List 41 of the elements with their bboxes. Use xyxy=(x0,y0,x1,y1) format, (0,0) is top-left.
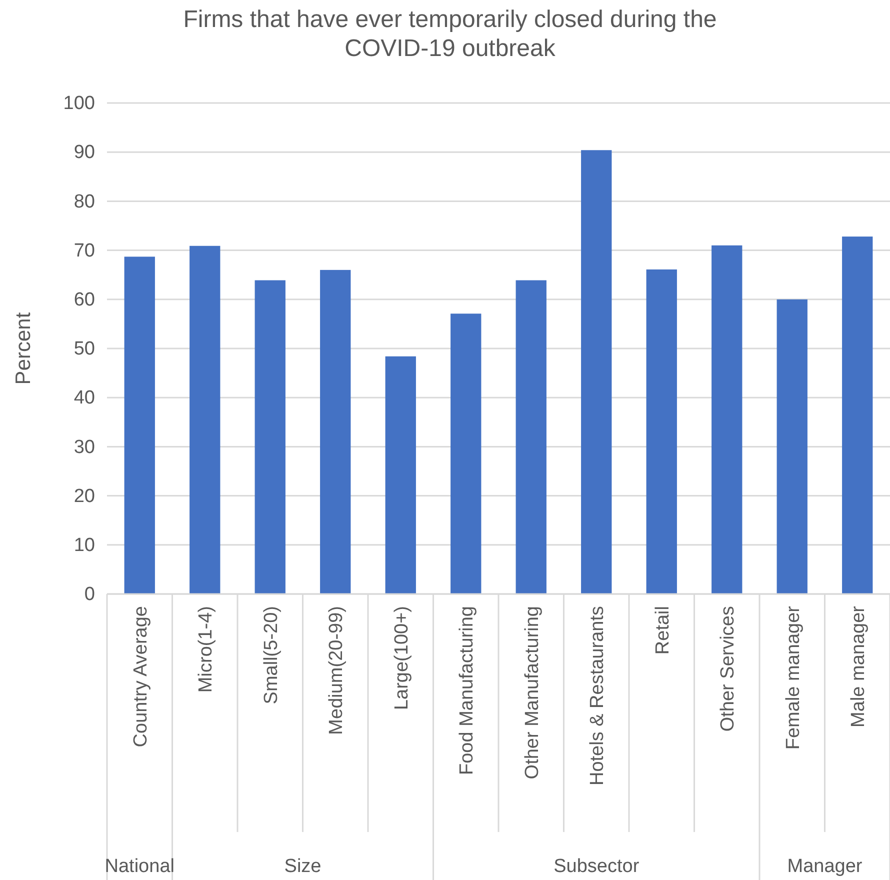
x-tick-label: Medium(20-99) xyxy=(326,606,348,735)
x-tick-label: Micro(1-4) xyxy=(196,606,217,693)
x-tick-label: Small(5-20) xyxy=(260,606,282,704)
bar xyxy=(254,280,286,594)
text: Subsector xyxy=(554,856,640,877)
bar xyxy=(190,246,220,594)
y-tick-label: 20 xyxy=(74,486,95,507)
x-tick-label: Other Services xyxy=(718,606,739,732)
y-tick-label: 80 xyxy=(74,191,95,212)
x-tick-label: Hotels & Restaurants xyxy=(587,606,608,786)
bar xyxy=(124,256,155,594)
text: Manager xyxy=(787,856,863,877)
bar xyxy=(581,150,612,594)
chart-title: Firms that have ever temporarily closed during the COVID-19 outbreak xyxy=(183,6,717,62)
y-tick-label: 90 xyxy=(74,142,95,164)
bar xyxy=(516,280,546,594)
x-tick-label: Large(100+) xyxy=(391,606,412,710)
y-tick-label: 40 xyxy=(74,388,95,409)
y-tick-label: 10 xyxy=(74,534,95,556)
y-tick-label: 0 xyxy=(84,584,95,606)
y-axis-title: Percent xyxy=(12,312,35,385)
bar xyxy=(385,356,416,594)
bar xyxy=(320,270,351,594)
y-tick-label: 60 xyxy=(74,289,95,310)
x-tick-label: Food Manufacturing xyxy=(456,606,478,775)
y-tick-label: 50 xyxy=(74,338,95,360)
text: Size xyxy=(284,856,322,877)
bar xyxy=(450,314,482,594)
x-tick-label: Other Manufacturing xyxy=(522,606,543,780)
y-tick-label: 100 xyxy=(63,93,95,114)
bar xyxy=(776,299,808,594)
x-tick-label: Country Average xyxy=(130,606,152,748)
bar xyxy=(712,245,742,594)
bar xyxy=(842,236,873,594)
text: National xyxy=(104,856,174,877)
x-tick-label: Retail xyxy=(652,606,674,655)
y-tick-label: 30 xyxy=(74,436,95,458)
y-tick-label: 70 xyxy=(74,240,95,262)
x-tick-label: Female manager xyxy=(782,605,804,750)
x-tick-label: Male manager xyxy=(848,605,870,728)
bar xyxy=(646,269,677,594)
